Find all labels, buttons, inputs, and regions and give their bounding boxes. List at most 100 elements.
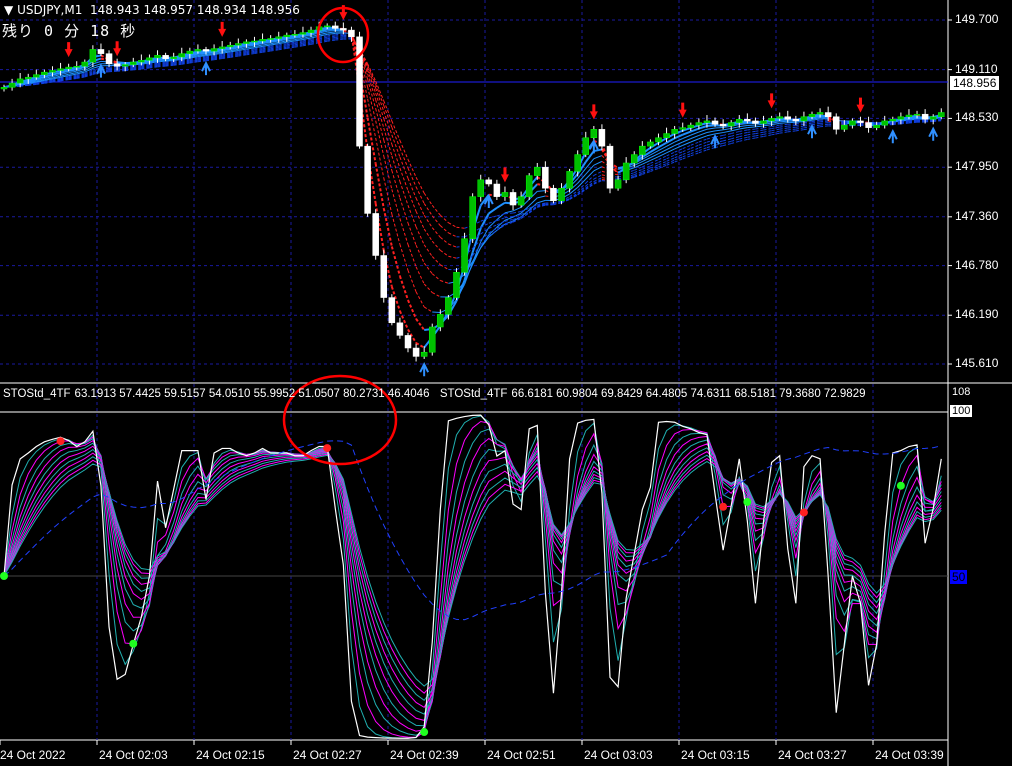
ma-ribbon-segment (262, 48, 271, 51)
bull-candle (275, 36, 282, 39)
ma-ribbon-segment (811, 121, 821, 124)
bull-candle (130, 61, 137, 65)
time-tick-label: 24 Oct 03:27 (778, 748, 847, 762)
ma-ribbon-segment (52, 75, 61, 79)
ma-ribbon-segment (933, 120, 942, 122)
ma-ribbon-segment (771, 120, 780, 123)
ma-ribbon-segment (359, 49, 369, 71)
ma-ribbon-segment (60, 76, 69, 79)
ma-ribbon-segment (771, 122, 780, 126)
ma-ribbon-segment (68, 77, 77, 81)
ma-ribbon-segment (407, 205, 417, 228)
ma-ribbon-segment (327, 30, 336, 32)
ma-ribbon-segment (375, 120, 385, 157)
ma-ribbon-segment (723, 135, 732, 139)
ma-ribbon-segment (390, 286, 401, 312)
bull-candle (639, 145, 646, 155)
bull-candle (154, 55, 161, 59)
level-100-label: 100 (950, 405, 973, 417)
ma-ribbon-segment (319, 33, 328, 37)
ma-ribbon-segment (423, 244, 433, 257)
ma-ribbon-segment (908, 119, 918, 122)
ma-ribbon-segment (60, 69, 69, 74)
ma-ribbon-segment (634, 171, 643, 176)
ma-ribbon-segment (52, 78, 61, 82)
ma-ribbon-segment (133, 65, 142, 68)
ma-ribbon-segment (593, 166, 603, 172)
ma-ribbon-segment (698, 141, 708, 146)
ma-ribbon-segment (327, 38, 336, 41)
ma-ribbon-segment (900, 121, 910, 124)
ma-ribbon-segment (60, 77, 69, 81)
ma-ribbon-segment (278, 39, 287, 42)
ma-ribbon-segment (658, 160, 667, 166)
ma-ribbon-segment (149, 66, 158, 69)
ma-ribbon-segment (36, 78, 45, 82)
ma-ribbon-segment (723, 130, 732, 134)
ma-ribbon-segment (593, 148, 603, 153)
bear-candle (744, 118, 751, 122)
bull-candle (849, 120, 856, 126)
ma-ribbon-segment (650, 150, 659, 156)
ma-ribbon-segment (803, 121, 813, 124)
ma-ribbon-segment (391, 170, 401, 199)
bear-candle (113, 63, 121, 67)
ma-ribbon-segment (181, 58, 190, 61)
bull-candle (630, 154, 638, 164)
ma-ribbon-segment (214, 52, 223, 55)
ma-ribbon-segment (189, 56, 199, 59)
stoch-sell-dot (719, 502, 728, 511)
ma-ribbon-segment (642, 165, 651, 170)
ma-ribbon-segment (133, 67, 142, 70)
ma-ribbon-segment (706, 127, 716, 130)
ma-ribbon-segment (197, 59, 207, 62)
buy-arrow-icon (807, 123, 817, 139)
bull-candle (727, 122, 735, 127)
ma-ribbon-segment (658, 163, 667, 168)
ma-ribbon-segment (440, 236, 449, 245)
dropdown-triangle-icon[interactable]: ▼ (4, 3, 14, 17)
ma-ribbon-segment (779, 122, 788, 124)
ma-ribbon-segment (666, 145, 675, 151)
ma-ribbon-segment (504, 221, 514, 226)
ma-ribbon-segment (254, 51, 263, 55)
ma-ribbon-segment (504, 210, 514, 214)
ma-ribbon-segment (488, 230, 498, 238)
ma-ribbon-segment (674, 156, 683, 161)
ma-ribbon-segment (141, 61, 150, 64)
ma-ribbon-segment (173, 59, 182, 63)
ma-ribbon-segment (731, 136, 740, 140)
ma-ribbon-segment (690, 150, 700, 155)
ma-ribbon-segment (666, 137, 676, 144)
ma-ribbon-segment (238, 53, 247, 56)
ma-ribbon-segment (908, 120, 918, 123)
ma-ribbon-segment (238, 45, 247, 49)
ma-ribbon-segment (674, 133, 684, 140)
stoch-smoothed-line (3, 443, 942, 722)
ma-ribbon-segment (302, 32, 312, 37)
ma-ribbon-segment (593, 179, 603, 184)
ma-ribbon-segment (682, 130, 692, 136)
ma-ribbon-segment (415, 342, 425, 349)
ma-ribbon-segment (197, 53, 207, 55)
stoch-buy-dot (129, 639, 138, 648)
ma-ribbon-segment (189, 54, 199, 58)
stoch-slow-line (3, 440, 942, 621)
bull-candle (695, 122, 703, 126)
ma-ribbon-segment (763, 126, 772, 129)
ma-ribbon-segment (84, 67, 94, 73)
ma-ribbon-segment (222, 56, 231, 60)
ma-ribbon-segment (584, 150, 595, 163)
ma-ribbon-segment (238, 49, 247, 53)
ma-ribbon-segment (125, 68, 134, 71)
ma-ribbon-segment (480, 232, 490, 241)
bull-candle (41, 71, 48, 75)
ma-ribbon-segment (577, 168, 587, 180)
ma-ribbon-segment (431, 256, 441, 266)
ma-ribbon-segment (391, 144, 401, 169)
ma-ribbon-segment (520, 207, 530, 212)
ma-ribbon-segment (755, 127, 764, 130)
ma-ribbon-segment (141, 63, 150, 66)
ma-ribbon-segment (811, 118, 821, 121)
ma-ribbon-segment (84, 65, 94, 71)
